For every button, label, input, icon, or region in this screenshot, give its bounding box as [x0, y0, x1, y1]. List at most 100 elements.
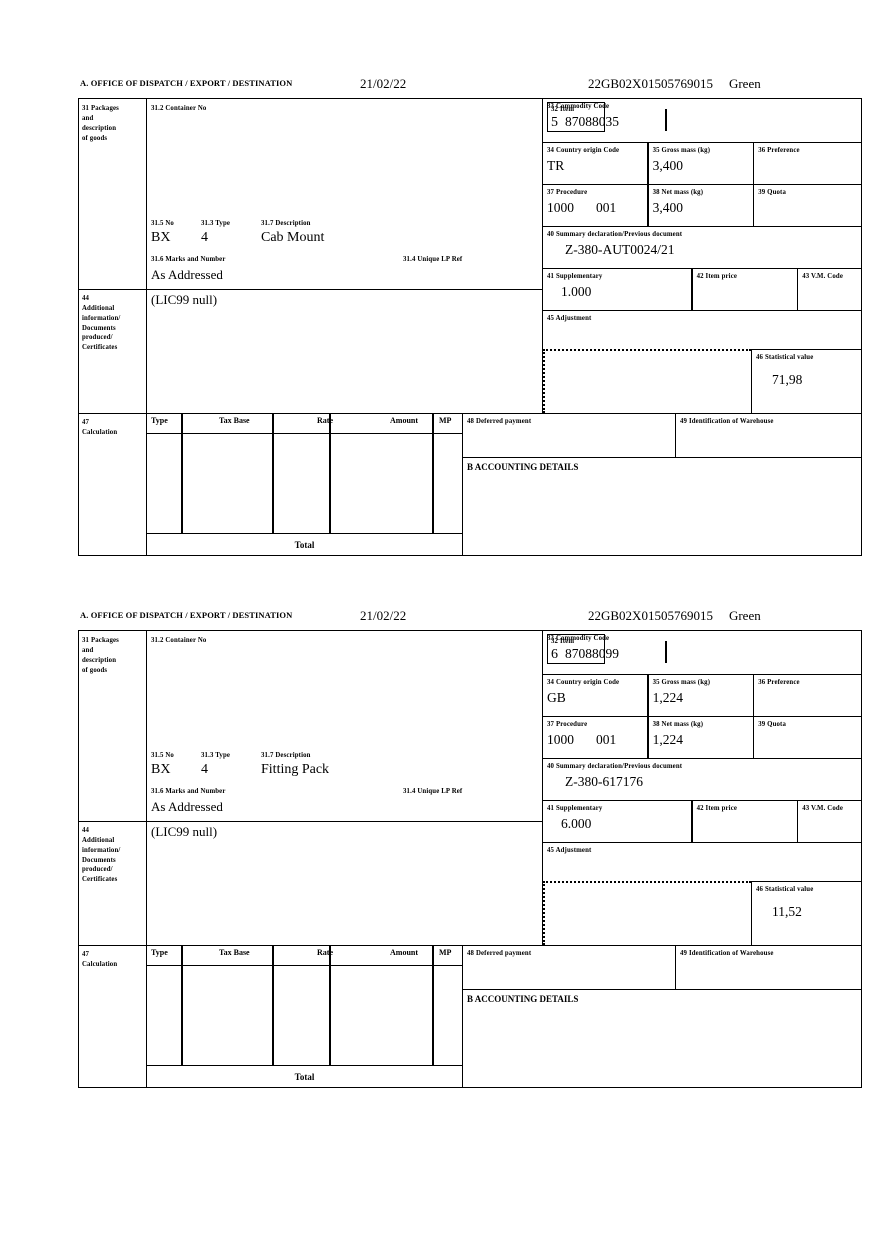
box-40-value: Z-380-AUT0024/21: [565, 241, 675, 257]
box-40-label: 40 Summary declaration/Previous document: [547, 763, 683, 770]
box-44-body: (LIC99 null): [147, 821, 542, 945]
box-44-label-line-6: Certificates: [82, 344, 118, 352]
box-47-label-line-2: Calculation: [82, 428, 118, 436]
declaration-date: 21/02/22: [360, 76, 407, 91]
box-48-deferred-payment: 48 Deferred payment: [462, 946, 675, 990]
box-41-label: 41 Supplementary: [547, 805, 603, 812]
box-37-row: 37 Procedure 1000 001 38 Net mass (kg) 1,…: [543, 717, 861, 759]
tax-table-total-row: Total: [147, 1066, 462, 1088]
declaration-reference: 22GB02X01505769015 Green: [588, 608, 761, 624]
box-44-label-line-4: Documents: [82, 856, 116, 864]
divider: [329, 414, 331, 534]
box-37-value-1: 1000: [547, 731, 574, 747]
divider: [752, 143, 755, 184]
box-31-body: 31.2 Container No 32 Item 5 31.5 No 31.3…: [147, 99, 605, 289]
divider: [647, 143, 649, 184]
box-31-2-container-no-label: 31.2 Container No: [151, 637, 207, 644]
box-38-label: 38 Net mass (kg): [652, 721, 704, 728]
box-44-label-line-4: Documents: [82, 324, 116, 332]
box-33-value: 87088035: [565, 113, 619, 129]
tax-col-rate: Rate: [317, 948, 333, 957]
divider: [432, 414, 434, 534]
divider: [752, 185, 755, 226]
box-34-country-origin-code: 34 Country origin Code TR: [543, 143, 647, 184]
box-37-value-1: 1000: [547, 199, 574, 215]
box-45-row: 45 Adjustment: [543, 843, 861, 881]
box-41-label: 41 Supplementary: [547, 273, 603, 280]
divider: [647, 675, 649, 716]
box-36-preference: 36 Preference: [754, 675, 861, 716]
office-of-dispatch-title: A. OFFICE OF DISPATCH / EXPORT / DESTINA…: [80, 78, 293, 88]
tax-table-body: [147, 434, 462, 534]
box-40-value: Z-380-617176: [565, 773, 643, 789]
box-45-dotted-separator-horizontal: [543, 349, 751, 351]
box-46-value: 11,52: [772, 903, 802, 919]
box-37-row: 37 Procedure 1000 001 38 Net mass (kg) 3,…: [543, 185, 861, 227]
tax-table-total-row: Total: [147, 534, 462, 556]
box-33-divider-tick: [665, 641, 667, 663]
box-32-value: 6: [551, 646, 558, 662]
route-lane: Green: [728, 608, 761, 623]
box-44-body: (LIC99 null): [147, 289, 542, 413]
box-39-quota: 39 Quota: [754, 185, 861, 226]
box-37-label: 37 Procedure: [547, 721, 588, 728]
form-header: A. OFFICE OF DISPATCH / EXPORT / DESTINA…: [78, 76, 862, 98]
box-37-value: 1000 001: [547, 201, 647, 215]
box-44-value: (LIC99 null): [151, 292, 218, 307]
box-35-gross-mass: 35 Gross mass (kg) 3,400: [649, 143, 753, 184]
box-31-4-label: 31.4 Unique LP Ref: [403, 256, 463, 263]
box-39-quota: 39 Quota: [754, 717, 861, 758]
sad-form-item-5: A. OFFICE OF DISPATCH / EXPORT / DESTINA…: [78, 76, 862, 556]
divider: [272, 414, 274, 534]
box-31-5-label: 31.5 No: [151, 752, 174, 759]
box-38-value: 3,400: [652, 199, 683, 215]
box-44-label-line-1: 44: [82, 295, 90, 302]
box-31-label-line-2: and: [82, 114, 94, 122]
box-31-label: 31 Packages and description of goods: [79, 631, 147, 821]
box-42-item-price: 42 Item price: [693, 801, 797, 842]
box-44-label-line-2: Additional: [82, 304, 115, 312]
form-header: A. OFFICE OF DISPATCH / EXPORT / DESTINA…: [78, 608, 862, 630]
box-41-row: 41 Supplementary 1.000 42 Item price 43 …: [543, 269, 861, 311]
box-31-label-line-3: description: [82, 124, 117, 132]
box-36-label: 36 Preference: [758, 679, 800, 686]
divider: [691, 801, 693, 842]
divider: [181, 946, 183, 1066]
box-43-vm-code: 43 V.M. Code: [798, 801, 861, 842]
declaration-date: 21/02/22: [360, 608, 407, 623]
accounting-details-label: B ACCOUNTING DETAILS: [467, 994, 579, 1004]
box-31-3-label: 31.3 Type: [201, 752, 231, 759]
box-43-vm-code: 43 V.M. Code: [798, 269, 861, 310]
box-44-label-line-1: 44: [82, 827, 90, 834]
box-41-supplementary: 41 Supplementary 6.000: [543, 801, 691, 842]
box-44-label-line-2: Additional: [82, 836, 115, 844]
tax-col-amount: Amount: [390, 948, 419, 957]
box-31-5-value: BX: [151, 762, 171, 777]
marks-and-numbers: 31.6 Marks and Number 31.4 Unique LP Ref…: [151, 787, 601, 815]
box-44-label-line-6: Certificates: [82, 876, 118, 884]
box-45-dotted-separator-horizontal: [543, 881, 751, 883]
marks-and-numbers: 31.6 Marks and Number 31.4 Unique LP Ref…: [151, 255, 601, 283]
box-44-label-line-3: information/: [82, 314, 121, 322]
box-34-label: 34 Country origin Code: [547, 679, 620, 686]
tax-table-header: Type Tax Base Rate Amount MP: [147, 414, 462, 434]
box-31-5-label: 31.5 No: [151, 220, 174, 227]
data-pane: 33 Commodity Code 87088035 34 Country or…: [542, 99, 861, 413]
box-36-label: 36 Preference: [758, 147, 800, 154]
box-45-dotted-separator-vertical: [543, 881, 545, 945]
tax-col-type: Type: [151, 948, 168, 957]
goods-pane: 31 Packages and description of goods 31.…: [79, 99, 605, 413]
box-37-value-2: 001: [596, 731, 617, 747]
box-44-label: 44 Additional information/ Documents pro…: [79, 821, 147, 945]
form-body-frame: 31 Packages and description of goods 31.…: [78, 630, 862, 1088]
box-31-label-line-1: 31 Packages: [82, 105, 119, 112]
box-48-deferred-payment: 48 Deferred payment: [462, 414, 675, 458]
box-44-label-line-3: information/: [82, 846, 121, 854]
divider: [691, 269, 693, 310]
box-37-value-2: 001: [596, 199, 617, 215]
box-49-identification-of-warehouse: 49 Identification of Warehouse: [675, 946, 861, 990]
box-31-7-value: Fitting Pack: [261, 762, 330, 777]
box-43-label: 43 V.M. Code: [802, 273, 844, 280]
declaration-reference: 22GB02X01505769015 Green: [588, 76, 761, 92]
divider: [432, 946, 434, 1066]
